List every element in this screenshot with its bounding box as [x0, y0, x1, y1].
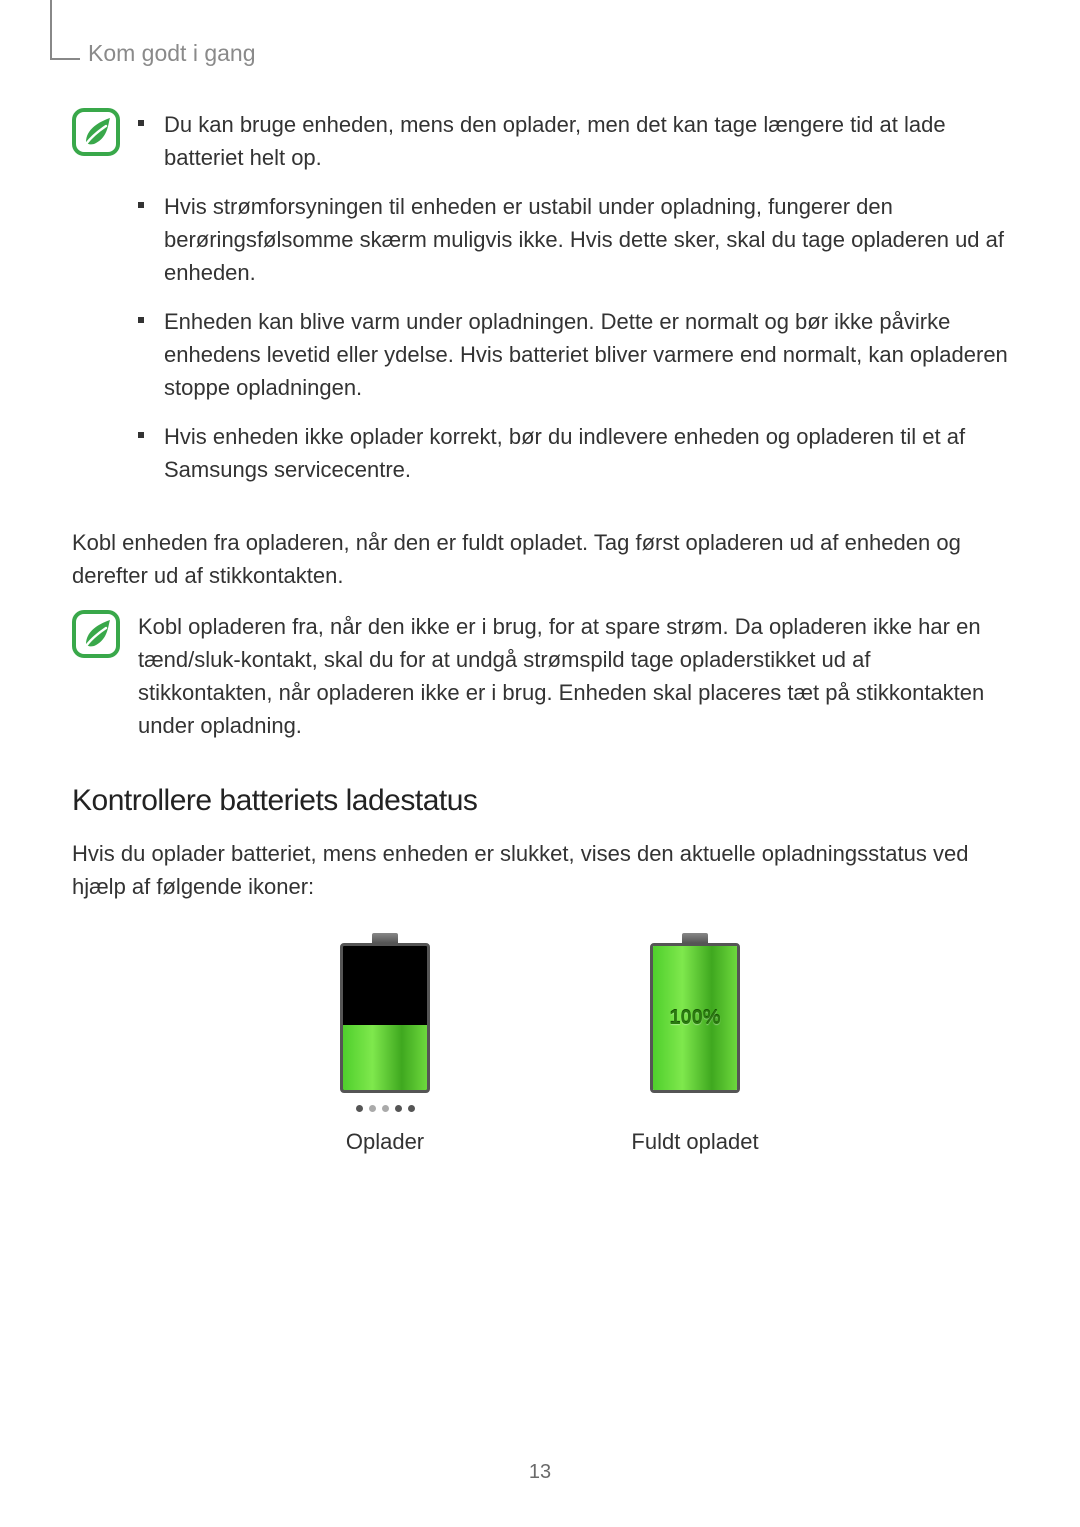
charging-dots [356, 1105, 415, 1115]
section-heading: Kontrollere batteriets ladestatus [72, 778, 1008, 823]
battery-body [340, 943, 430, 1093]
battery-full-label: Fuldt opladet [631, 1125, 758, 1158]
page-number: 13 [0, 1457, 1080, 1487]
note-body-1: Du kan bruge enheden, mens den oplader, … [138, 108, 1008, 502]
bullet-item: Hvis enheden ikke oplader korrekt, bør d… [138, 420, 1008, 486]
battery-full-graphic: 100% [650, 933, 740, 1093]
battery-fill-full: 100% [653, 946, 737, 1090]
dot [356, 1105, 363, 1112]
section-intro: Hvis du oplader batteriet, mens enheden … [72, 837, 1008, 903]
battery-charging-graphic [340, 933, 430, 1093]
dot [408, 1105, 415, 1112]
note-body-2: Kobl opladeren fra, når den ikke er i br… [138, 610, 1008, 742]
note-block-1: Du kan bruge enheden, mens den oplader, … [72, 108, 1008, 502]
battery-full-col: 100% Fuldt opladet [605, 933, 785, 1158]
dot [382, 1105, 389, 1112]
battery-charging-label: Oplader [346, 1125, 424, 1158]
header-rule-vertical [50, 0, 52, 60]
battery-charging-col: Oplader [295, 933, 475, 1158]
note-block-2: Kobl opladeren fra, når den ikke er i br… [72, 610, 1008, 742]
dot [369, 1105, 376, 1112]
header-rule-horizontal [50, 58, 80, 60]
battery-tip [682, 933, 708, 943]
battery-fill-partial [343, 1025, 427, 1090]
battery-status-row: Oplader 100% Fuldt opladet [72, 933, 1008, 1158]
battery-100-text: 100% [669, 1003, 720, 1033]
bullet-item: Enheden kan blive varm under opladningen… [138, 305, 1008, 404]
note-icon [72, 610, 120, 658]
bullet-item: Hvis strømforsyningen til enheden er ust… [138, 190, 1008, 289]
note-text-2: Kobl opladeren fra, når den ikke er i br… [138, 610, 1008, 742]
battery-body: 100% [650, 943, 740, 1093]
bullet-item: Du kan bruge enheden, mens den oplader, … [138, 108, 1008, 174]
note-icon [72, 108, 120, 156]
dot [395, 1105, 402, 1112]
battery-tip [372, 933, 398, 943]
paragraph-disconnect: Kobl enheden fra opladeren, når den er f… [72, 526, 1008, 592]
page-content: Du kan bruge enheden, mens den oplader, … [72, 108, 1008, 1158]
breadcrumb: Kom godt i gang [88, 36, 256, 71]
bullet-list: Du kan bruge enheden, mens den oplader, … [138, 108, 1008, 486]
